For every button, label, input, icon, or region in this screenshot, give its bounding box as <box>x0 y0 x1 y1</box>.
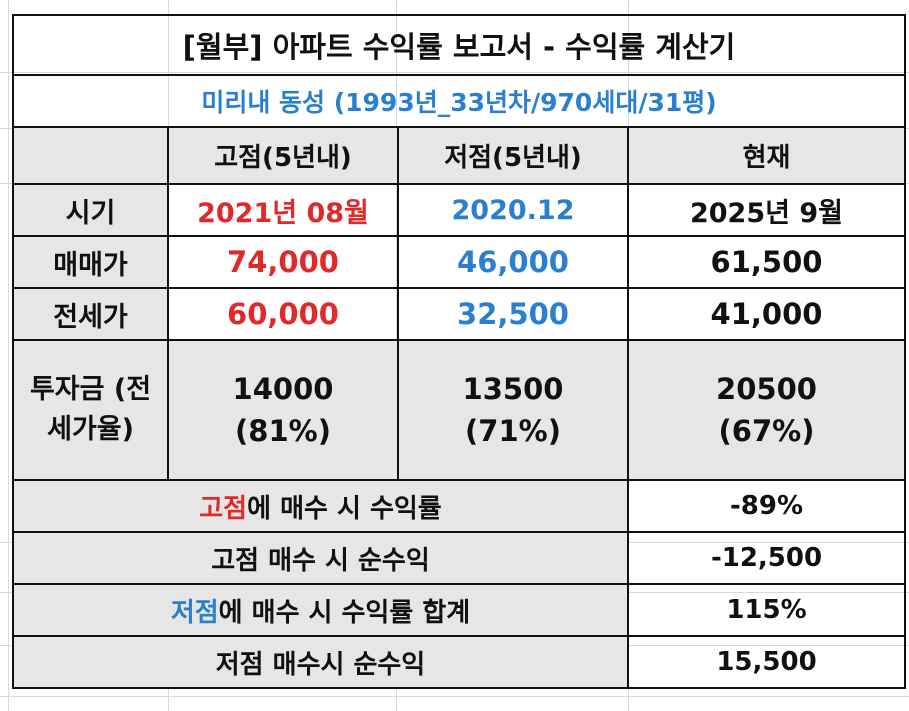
sale-price-low: 46,000 <box>397 235 629 289</box>
header-low: 저점(5년내) <box>397 126 629 185</box>
high-profit-value: -12,500 <box>627 531 906 585</box>
timing-low: 2020.12 <box>397 183 629 237</box>
high-rate-label-rest: 에 매수 시 수익률 <box>247 493 442 524</box>
low-rate-highlight: 저점 <box>170 597 219 628</box>
jeonse-price-row: 전세가 60,000 32,500 41,000 <box>12 287 906 341</box>
investment-high-amount: 14000 <box>232 372 334 406</box>
low-profit-label: 저점 매수시 순수익 <box>12 635 629 689</box>
timing-current: 2025년 9월 <box>627 183 906 237</box>
header-corner <box>12 126 169 185</box>
jeonse-price-label: 전세가 <box>12 287 169 341</box>
timing-high: 2021년 08월 <box>167 183 399 237</box>
investment-current: 20500 (67%) <box>627 339 906 481</box>
investment-row: 투자금 (전세가율) 14000 (81%) 13500 (71%) 20500… <box>12 339 906 481</box>
jeonse-price-low: 32,500 <box>397 287 629 341</box>
header-current: 현재 <box>627 126 906 185</box>
sale-price-label: 매매가 <box>12 235 169 289</box>
investment-low-amount: 13500 <box>462 372 564 406</box>
sale-price-current: 61,500 <box>627 235 906 289</box>
investment-current-amount: 20500 <box>716 372 817 406</box>
sale-price-high: 74,000 <box>167 235 399 289</box>
report-title: [월부] 아파트 수익률 보고서 - 수익률 계산기 <box>12 14 906 76</box>
investment-high: 14000 (81%) <box>167 339 399 481</box>
high-rate-label: 고점에 매수 시 수익률 <box>12 479 629 533</box>
low-rate-value: 115% <box>627 583 906 637</box>
sale-price-row: 매매가 74,000 46,000 61,500 <box>12 235 906 289</box>
apartment-subtitle: 미리내 동성 (1993년_33년차/970세대/31평) <box>12 74 906 128</box>
low-profit-value: 15,500 <box>627 635 906 689</box>
investment-low: 13500 (71%) <box>397 339 629 481</box>
high-rate-value: -89% <box>627 479 906 533</box>
jeonse-price-high: 60,000 <box>167 287 399 341</box>
investment-high-ratio: (81%) <box>235 414 331 448</box>
timing-row: 시기 2021년 08월 2020.12 2025년 9월 <box>12 183 906 237</box>
high-rate-highlight: 고점 <box>199 493 248 524</box>
header-high: 고점(5년내) <box>167 126 399 185</box>
low-rate-label: 저점에 매수 시 수익률 합계 <box>12 583 629 637</box>
investment-low-ratio: (71%) <box>465 414 561 448</box>
high-profit-label: 고점 매수 시 순수익 <box>12 531 629 585</box>
timing-label: 시기 <box>12 183 169 237</box>
investment-label: 투자금 (전세가율) <box>12 339 169 481</box>
summary-row-low-rate: 저점에 매수 시 수익률 합계 115% <box>12 583 906 637</box>
summary-row-low-profit: 저점 매수시 순수익 15,500 <box>12 635 906 689</box>
summary-row-high-profit: 고점 매수 시 순수익 -12,500 <box>12 531 906 585</box>
summary-row-high-rate: 고점에 매수 시 수익률 -89% <box>12 479 906 533</box>
profit-report-table: [월부] 아파트 수익률 보고서 - 수익률 계산기 미리내 동성 (1993년… <box>12 14 906 689</box>
investment-current-ratio: (67%) <box>718 414 815 448</box>
low-rate-label-rest: 에 매수 시 수익률 합계 <box>218 597 471 628</box>
jeonse-price-current: 41,000 <box>627 287 906 341</box>
